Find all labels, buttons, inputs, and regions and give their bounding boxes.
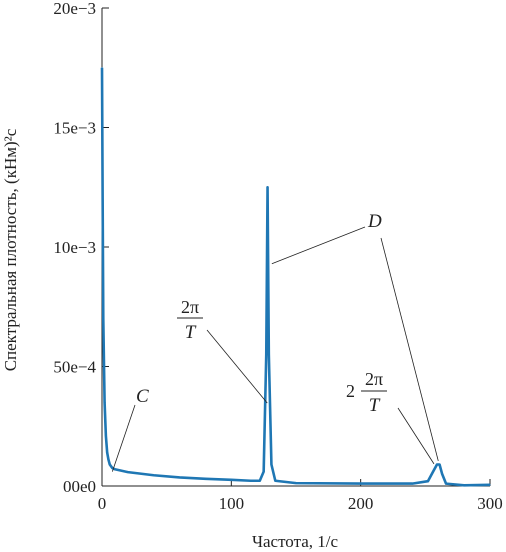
data-point xyxy=(204,478,207,480)
data-point xyxy=(107,459,110,461)
data-point xyxy=(230,479,232,481)
annotation-c-label: C xyxy=(136,386,149,407)
data-point xyxy=(268,353,270,356)
y-tick-label: 10e−3 xyxy=(53,238,96,257)
data-point xyxy=(102,318,104,320)
data-point xyxy=(109,463,111,466)
data-point xyxy=(266,186,269,188)
data-point xyxy=(274,480,276,482)
annotations-layer: C 2π T D 2 2π T xyxy=(111,211,439,472)
y-tick-label: 20e−3 xyxy=(53,0,96,18)
annotation-2pi-over-t-denominator: T xyxy=(185,322,197,343)
annotation-2pi-over-t-leader xyxy=(206,329,268,404)
data-point xyxy=(127,471,129,473)
data-point xyxy=(427,480,429,482)
annotation-c-leader xyxy=(111,404,136,472)
data-point xyxy=(360,483,362,485)
data-point xyxy=(411,483,413,485)
data-point xyxy=(463,484,465,486)
annotation-2pi-over-t-numerator: 2π xyxy=(181,297,199,317)
data-point xyxy=(111,467,113,469)
annotation-d-leader-2 xyxy=(380,237,439,461)
data-point xyxy=(106,451,108,454)
data-point xyxy=(265,353,267,356)
x-tick-label: 0 xyxy=(98,494,107,513)
annotation-2x2pi-over-t-prefix: 2 xyxy=(346,381,355,401)
x-tick-label: 100 xyxy=(219,494,245,513)
data-point xyxy=(179,476,181,478)
data-point xyxy=(445,483,447,485)
y-tick-label: 00e0 xyxy=(63,477,96,496)
y-axis-title: Спектральная плотность, (кНм)²с xyxy=(1,128,20,371)
annotation-2x2pi-over-t-numerator: 2π xyxy=(365,369,383,389)
data-point xyxy=(436,463,438,466)
series-line xyxy=(100,67,491,487)
y-tick-label: 15e−3 xyxy=(53,119,96,138)
data-point xyxy=(102,198,104,200)
x-tick-label: 300 xyxy=(477,494,503,513)
data-point xyxy=(432,471,434,473)
data-point xyxy=(153,474,155,476)
data-point xyxy=(105,435,107,437)
data-point xyxy=(270,463,273,466)
annotation-d-leader-1 xyxy=(271,226,366,265)
data-point xyxy=(114,468,116,470)
axes: 0 100 200 300 00e0 50e−4 10e−3 15e−3 20e−3 xyxy=(53,0,502,513)
annotation-d-label: D xyxy=(367,211,382,232)
data-point xyxy=(101,67,103,69)
data-point xyxy=(489,484,491,486)
annotation-2x2pi-over-t-denominator: T xyxy=(369,395,381,416)
data-point xyxy=(438,463,441,466)
x-axis-title: Частота, 1/с xyxy=(252,532,339,551)
series-layer xyxy=(100,67,491,487)
data-point xyxy=(263,471,265,473)
annotation-2x2pi-over-t-leader xyxy=(397,407,435,465)
data-point xyxy=(259,480,261,482)
data-point xyxy=(441,473,443,475)
y-tick-label: 50e−4 xyxy=(53,358,96,377)
data-point xyxy=(250,480,252,482)
data-point xyxy=(295,482,297,484)
data-point xyxy=(103,401,106,403)
x-tick-label: 200 xyxy=(348,494,374,513)
